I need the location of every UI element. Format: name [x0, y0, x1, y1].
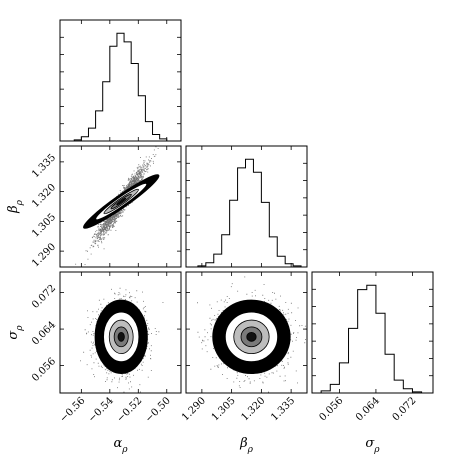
x-tick-label: 0.056 [317, 395, 345, 423]
y-tick-label: 1.335 [30, 152, 58, 180]
joint-panel-beta_rho-sigma_rho: 1.290 1.305 1.320 1.335 βρ [180, 271, 308, 455]
histogram-panel-alpha_rho [59, 19, 182, 142]
y-tick-label: 0.056 [30, 356, 58, 384]
y-tick-label: 0.064 [30, 319, 58, 347]
axis-label-beta_rho: βρ [6, 199, 25, 214]
panel-frame [59, 271, 182, 394]
histogram-steps [73, 32, 168, 141]
x-tick-label: −0.50 [143, 395, 172, 424]
x-tick-label: 1.305 [210, 395, 238, 423]
axis-label-beta_rho: βρ [239, 436, 254, 455]
histogram-steps [320, 284, 423, 393]
x-tick-label: 0.072 [391, 395, 419, 423]
contour-level [116, 197, 127, 206]
x-tick-label: 0.064 [354, 395, 382, 423]
axis-label-sigma_rho: σρ [365, 436, 380, 455]
joint-density [197, 276, 307, 393]
x-tick-label: 1.320 [239, 395, 267, 423]
panel-frame [311, 271, 434, 394]
y-tick-label: 1.320 [30, 182, 58, 210]
contour-level [117, 331, 125, 342]
corner-panels: 0.056 0.064 0.072σρ1.2901.3051.3201.335βρ−… [6, 19, 434, 455]
joint-panel-alpha_rho-sigma_rho: −0.56 −0.54 −0.52 −0.50 0.056 0.064 0.072 αρ σρ [6, 271, 182, 455]
y-tick-label: 1.305 [30, 212, 58, 240]
x-tick-label: −0.54 [86, 395, 115, 424]
axis-label-alpha_rho: αρ [113, 436, 128, 455]
x-tick-label: −0.56 [58, 395, 87, 424]
panel-frame [185, 271, 308, 394]
x-tick-label: 1.290 [180, 395, 208, 423]
panel-frame [185, 145, 308, 268]
y-tick-label: 1.290 [30, 241, 58, 269]
histogram-panel-beta_rho [185, 145, 308, 268]
joint-density [80, 287, 164, 393]
contour-level [246, 331, 257, 342]
histogram-steps [197, 158, 302, 267]
y-tick-label: 0.072 [30, 283, 58, 311]
x-tick-label: −0.52 [115, 395, 144, 424]
x-tick-label: 1.335 [269, 395, 297, 423]
histogram-panel-sigma_rho: 0.056 0.064 0.072 σρ [311, 271, 434, 455]
joint-density [75, 146, 160, 265]
panel-frame [59, 19, 182, 142]
axis-label-sigma_rho: σρ [6, 325, 25, 340]
panel-frame [59, 145, 182, 268]
